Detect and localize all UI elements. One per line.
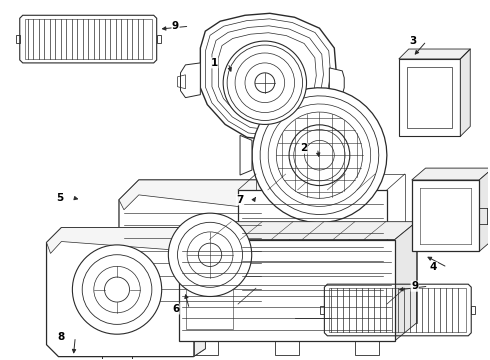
Circle shape: [223, 41, 307, 125]
Text: 6: 6: [172, 304, 179, 314]
Polygon shape: [180, 63, 200, 98]
Polygon shape: [119, 180, 281, 210]
Polygon shape: [479, 168, 490, 251]
Polygon shape: [412, 180, 479, 251]
Text: 9: 9: [411, 281, 418, 291]
Polygon shape: [399, 59, 460, 136]
Circle shape: [73, 245, 162, 334]
Text: 2: 2: [300, 143, 307, 153]
Text: 8: 8: [58, 332, 65, 342]
Polygon shape: [178, 239, 395, 341]
Polygon shape: [290, 228, 349, 252]
Polygon shape: [200, 13, 336, 140]
Text: 7: 7: [236, 195, 244, 205]
Text: 5: 5: [56, 193, 63, 203]
Polygon shape: [252, 88, 387, 222]
Polygon shape: [412, 168, 490, 180]
Text: 1: 1: [211, 58, 218, 68]
Polygon shape: [329, 68, 344, 95]
Polygon shape: [460, 49, 470, 136]
Polygon shape: [47, 228, 205, 253]
Circle shape: [169, 213, 252, 297]
Polygon shape: [240, 135, 252, 175]
Text: 4: 4: [430, 262, 437, 272]
Polygon shape: [194, 228, 205, 357]
Circle shape: [289, 125, 350, 185]
Polygon shape: [399, 49, 470, 59]
Text: 3: 3: [409, 36, 416, 46]
Polygon shape: [47, 228, 205, 357]
Polygon shape: [238, 190, 387, 304]
Polygon shape: [395, 222, 416, 341]
Text: 9: 9: [172, 21, 179, 31]
Polygon shape: [119, 180, 281, 324]
Polygon shape: [178, 222, 416, 239]
